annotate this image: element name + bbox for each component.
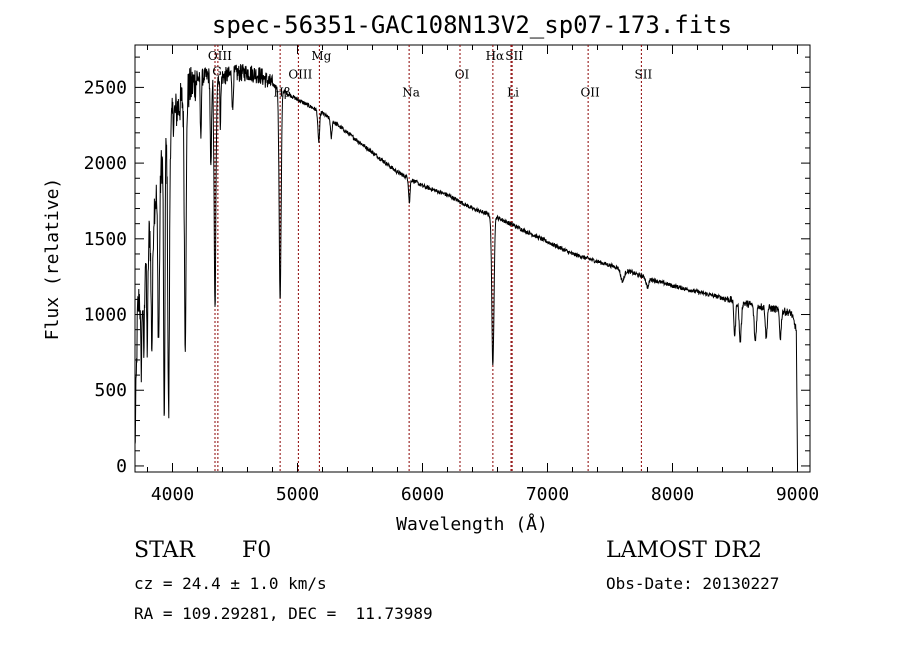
y-tick-label: 1500 — [84, 229, 127, 250]
line-marker-label: Mg — [311, 49, 331, 63]
y-tick-label: 0 — [116, 456, 127, 477]
line-marker-label: SII — [635, 67, 653, 81]
x-axis-label: Wavelength (Å) — [396, 513, 548, 535]
line-marker-label: Na — [402, 85, 420, 99]
line-marker-label: OIII — [288, 67, 312, 81]
coordinates-text: RA = 109.29281, DEC = 11.73989 — [134, 604, 433, 623]
x-tick-label: 8000 — [651, 484, 694, 505]
chart-title: spec-56351-GAC108N13V2_sp07-173.fits — [212, 11, 732, 39]
plot-frame — [134, 44, 811, 473]
x-tick-label: 9000 — [776, 484, 819, 505]
y-tick-label: 2500 — [84, 77, 127, 98]
survey-name: LAMOST DR2 — [606, 538, 762, 563]
line-marker-label: Li — [507, 85, 519, 99]
x-tick-label: 6000 — [401, 484, 444, 505]
line-marker-label: OIII — [208, 49, 232, 63]
y-tick-label: 2000 — [84, 153, 127, 174]
axes: 4000 5000 6000 7000 8000 9000 0 500 1000 1500 2000… — [84, 44, 819, 505]
line-marker-label: G — [212, 64, 222, 78]
y-axis-label: Flux (relative) — [42, 178, 63, 341]
line-marker-label: OI — [455, 67, 470, 81]
x-tick-label: 5000 — [276, 484, 319, 505]
line-marker-label: Hα — [486, 49, 505, 63]
object-subclass: F0 — [242, 538, 272, 563]
spectrum-line — [134, 64, 798, 466]
object-class: STAR — [134, 538, 195, 563]
obs-date-text: Obs-Date: 20130227 — [606, 574, 780, 593]
spectrum-series — [134, 64, 798, 466]
y-tick-label: 1000 — [84, 305, 127, 326]
line-marker-label: SII — [505, 49, 523, 63]
y-tick-label: 500 — [94, 380, 127, 401]
x-tick-label: 4000 — [151, 484, 194, 505]
line-marker-label: OII — [580, 85, 600, 99]
x-tick-label: 7000 — [526, 484, 569, 505]
redshift-text: cz = 24.4 ± 1.0 km/s — [134, 574, 327, 593]
